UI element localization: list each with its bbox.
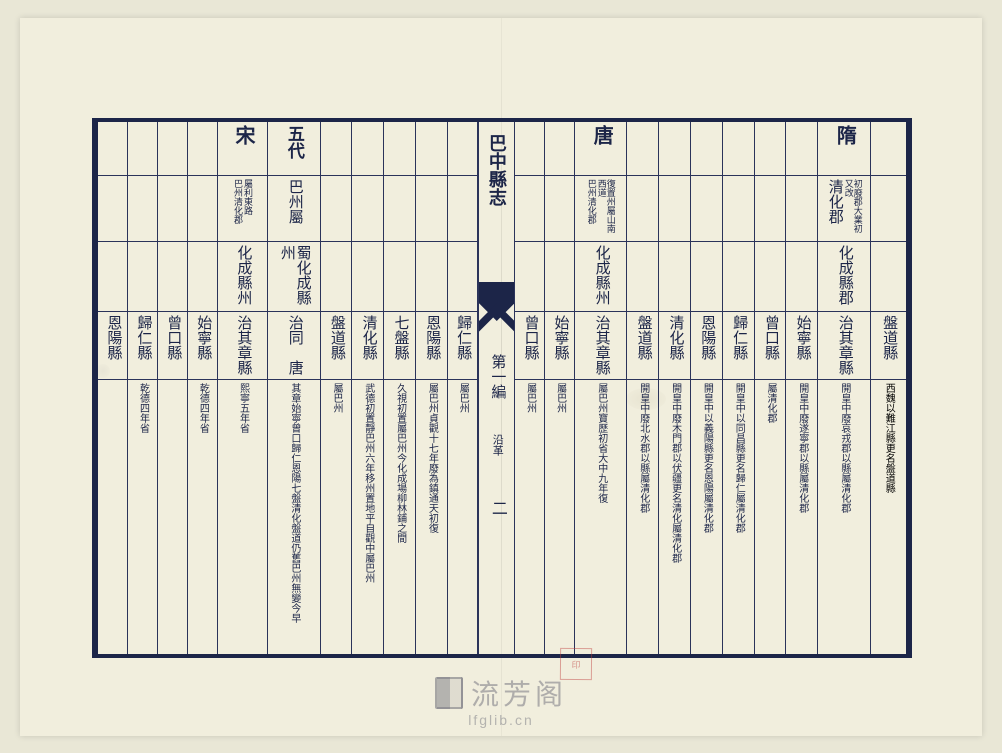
xian-name: 化成縣郡 [836,245,852,311]
fishtail-icon [479,282,514,332]
annotation: 屬利東路 [243,179,252,241]
county-name: 治其章縣 [235,315,251,379]
column-grid: 盤道縣 西魏以難江縣更名盤道縣 隋 清化郡 初廢郡大業初又改 化成縣郡 治其章縣… [98,122,906,654]
column: 盤道縣 開皇中廢北水郡以縣屬清化郡 [627,122,659,654]
county-name: 曾口縣 [522,315,538,379]
dynasty-label: 宋 [232,125,253,175]
dynasty-label: 唐 [590,125,611,175]
county-name: 始寧縣 [552,315,568,379]
county-name: 歸仁縣 [730,315,746,379]
column: 始寧縣 屬巴州 [545,122,575,654]
column: 盤道縣 西魏以難江縣更名盤道縣 [871,122,906,654]
column: 恩陽縣 開皇中以義陽縣更名恩陽屬清化郡 [691,122,723,654]
print-frame: 盤道縣 西魏以難江縣更名盤道縣 隋 清化郡 初廢郡大業初又改 化成縣郡 治其章縣… [92,118,912,658]
county-name: 曾口縣 [165,315,181,379]
county-name: 治其章縣 [593,315,609,379]
annotation: 武德初置靜巴州六年移州置地平自觀中屬巴州 [363,383,373,654]
column: 七盤縣 久視初置屬巴州今化成場柳林鋪之間 [384,122,416,654]
county-name: 盤道縣 [635,315,651,379]
column: 清化縣 開皇中廢木門郡以伏疆更名清化屬清化郡 [659,122,691,654]
dynasty-label: 隋 [833,125,854,175]
column: 始寧縣 開皇中廢遂寧郡以縣屬清化郡 [786,122,818,654]
annotation: 屬巴州 [555,383,565,654]
annotation: 屬巴州貞觀十七年廢為鎮通天初復 [426,383,436,654]
annotation: 開皇中以同昌縣更名歸仁屬清化郡 [733,383,743,654]
county-name: 盤道縣 [880,315,896,379]
county-name: 始寧縣 [194,315,210,379]
watermark-url: lfglib.cn [20,712,982,728]
jun-name: 清化郡 [826,179,842,241]
annotation: 巴州清化郡 [233,179,242,241]
column: 恩陽縣 屬巴州貞觀十七年廢為鎮通天初復 [416,122,448,654]
watermark: 流芳阁 lfglib.cn [20,673,982,728]
book-icon [435,677,463,709]
column: 清化縣 武德初置靜巴州六年移州置地平自觀中屬巴州 [352,122,384,654]
xian-name: 化成縣州 [235,245,251,311]
county-name: 清化縣 [360,315,376,379]
column: 歸仁縣 屬巴州 [448,122,478,654]
county-name: 七盤縣 [392,315,408,379]
annotation: 屬清化郡 [765,383,775,654]
annotation: 乾德四年省 [137,383,147,654]
county-name: 恩陽縣 [424,315,440,379]
county-name: 歸仁縣 [135,315,151,379]
column: 歸仁縣 開皇中以同昌縣更名歸仁屬清化郡 [723,122,755,654]
annotation: 開皇中廢哀戎郡以縣屬清化郡 [839,383,849,654]
annotation: 屬巴州 [457,383,467,654]
annotation: 開皇中廢北水郡以縣屬清化郡 [638,383,648,654]
annotation: 巴州清化郡 [587,179,596,241]
column: 恩陽縣 [98,122,128,654]
annotation: 屬巴州 [525,383,535,654]
county-name: 清化縣 [667,315,683,379]
county-name: 始寧縣 [794,315,810,379]
dynasty-column-song: 宋 巴州清化郡 屬利東路 化成縣州 治其章縣 熙寧五年省 [218,122,268,654]
watermark-text: 流芳阁 [471,673,567,713]
xian-name: 化成縣州 [593,245,609,311]
annotation: 開皇中以義陽縣更名恩陽屬清化郡 [701,383,711,654]
annotation: 其章始寧曾口歸仁恩陽七盤清化盤道仍舊巴州無變今早 [289,383,299,654]
county-name: 曾口縣 [762,315,778,379]
dynasty-column-wudai: 五代 巴州屬 蜀化成縣州 治同 唐 其章始寧曾口歸仁恩陽七盤清化盤道仍舊巴州無變… [268,122,320,654]
annotation: 復置州屬山南西道 [597,179,615,241]
xian-name: 蜀化成縣州 [278,245,310,311]
annotation: 屬巴州寶歷初省大中九年復 [596,383,606,654]
county-name: 治其章縣 [836,315,852,379]
zhou-name: 巴州屬 [286,179,302,241]
column: 曾口縣 屬清化郡 [755,122,787,654]
volume-label: 第一編 [489,354,505,399]
column: 盤道縣 屬巴州 [321,122,353,654]
annotation: 開皇中廢木門郡以伏疆更名清化屬清化郡 [670,383,680,654]
section-label: 沿革 [491,434,503,456]
paper-sheet: 盤道縣 西魏以難江縣更名盤道縣 隋 清化郡 初廢郡大業初又改 化成縣郡 治其章縣… [20,18,982,736]
annotation: 初廢郡大業初又改 [844,179,862,241]
column: 曾口縣 屬巴州 [515,122,545,654]
column: 歸仁縣 乾德四年省 [128,122,158,654]
column: 始寧縣 乾德四年省 [188,122,218,654]
county-name: 恩陽縣 [699,315,715,379]
annotation: 開皇中廢遂寧郡以縣屬清化郡 [797,383,807,654]
annotation: 西魏以難江縣更名盤道縣 [883,383,893,654]
page-number: 二 [488,500,505,516]
county-name: 盤道縣 [328,315,344,379]
county-name: 歸仁縣 [454,315,470,379]
annotation: 熙寧五年省 [238,383,248,654]
dynasty-column-tang: 唐 巴州清化郡 復置州屬山南西道 化成縣州 治其章縣 屬巴州寶歷初省大中九年復 [575,122,627,654]
dynasty-column-sui: 隋 清化郡 初廢郡大業初又改 化成縣郡 治其章縣 開皇中廢哀戎郡以縣屬清化郡 [818,122,870,654]
column: 曾口縣 [158,122,188,654]
annotation: 久視初置屬巴州今化成場柳林鋪之間 [395,383,405,654]
county-name: 恩陽縣 [105,315,121,379]
annotation: 屬巴州 [331,383,341,654]
county-name: 治同 唐 [286,315,302,379]
book-spine: 巴中縣志 第一編 沿革 二 [478,122,515,654]
dynasty-label: 五代 [285,125,303,175]
book-title: 巴中縣志 [487,134,506,206]
annotation: 乾德四年省 [197,383,207,654]
